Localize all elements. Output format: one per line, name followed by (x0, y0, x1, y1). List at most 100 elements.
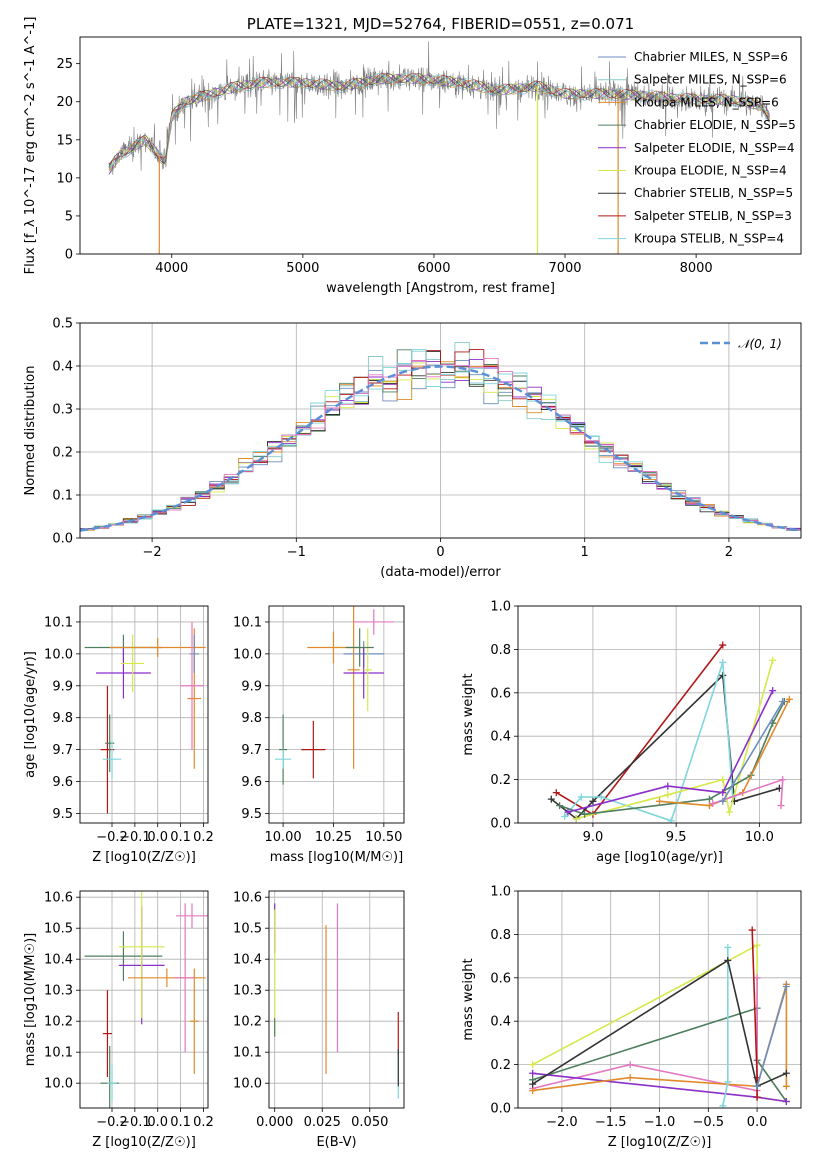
x-tick-label: −1.5 (595, 1115, 627, 1130)
error-bar-point (105, 714, 115, 772)
error-bar-point (189, 634, 199, 674)
series-line (559, 701, 786, 816)
series-marker (529, 1061, 537, 1069)
series-line (563, 662, 734, 822)
legend-label: Chabrier STELIB, N_SSP=5 (634, 186, 793, 200)
series-marker (785, 695, 793, 703)
y-tick-label: 9.7 (241, 743, 262, 758)
legend-label: Kroupa ELODIE, N_SSP=4 (634, 164, 787, 178)
axes-frame (79, 36, 802, 255)
x-tick-label: 4000 (155, 261, 188, 276)
mass_vs_Z-panel: −0.2−0.10.0 0.1 0.2 10.0 10.1 10.2 10.3 10.4 10.… (23, 890, 214, 1150)
x-tick-label: −0.2 (96, 830, 128, 845)
x-tick-label: 8000 (680, 261, 713, 276)
y-axis-label: mass [log10(M/M☉)] (23, 933, 38, 1066)
y-tick-label: 10.5 (44, 922, 73, 937)
mass_weight_vs_age-plot-area (547, 641, 793, 823)
error-bar-point (176, 903, 208, 929)
model-spectrum (108, 72, 770, 167)
series-line (756, 986, 788, 1087)
x-tick-label: −0.1 (119, 1115, 151, 1130)
error-bar-point (347, 606, 360, 769)
series-marker (564, 808, 572, 816)
series-marker (664, 782, 672, 790)
series-marker (725, 808, 733, 816)
x-tick-label: 0.050 (351, 1115, 388, 1130)
series-marker (529, 1069, 537, 1077)
series-marker (782, 982, 790, 990)
x-axis-label: mass [log10(M/M☉)] (270, 850, 403, 865)
legend-label: Kroupa STELIB, N_SSP=4 (634, 232, 784, 246)
y-tick-label: 10.3 (44, 984, 73, 999)
y-tick-label: 10.4 (233, 953, 262, 968)
x-tick-label: −0.1 (119, 830, 151, 845)
series-marker (556, 802, 564, 810)
x-tick-label: 1 (581, 545, 589, 560)
error-bar-point (118, 891, 165, 1019)
y-tick-label: 0.4 (490, 1015, 511, 1030)
y-tick-label: 10.2 (44, 1015, 73, 1030)
legend-label: Chabrier ELODIE, N_SSP=5 (634, 118, 796, 132)
y-tick-label: 10.1 (233, 615, 262, 630)
x-tick-label: −2 (143, 545, 162, 560)
y-tick-label: 10.4 (44, 953, 73, 968)
y-tick-label: 0.0 (490, 817, 511, 832)
y-tick-label: 10.0 (233, 647, 262, 662)
x-tick-label: 2 (725, 545, 733, 560)
spectrum-panel: 4000 5000 6000 7000 8000 0 5 10 15 20 25 wavelength… (23, 15, 802, 296)
series-marker (589, 797, 597, 805)
x-tick-label: 0.025 (304, 1115, 341, 1130)
y-tick-label: 10.1 (44, 615, 73, 630)
y-tick-label: 10.3 (233, 984, 262, 999)
y-tick-label: 0.6 (490, 686, 511, 701)
model-spectrum (108, 73, 770, 168)
y-tick-label: 0.2 (52, 446, 73, 461)
series-marker (572, 815, 580, 823)
y-tick-label: 0.0 (52, 532, 73, 547)
y-tick-label: 0.4 (52, 360, 73, 375)
series-marker (547, 795, 555, 803)
error-bar-point (96, 647, 151, 699)
x-tick-label: 0.2 (193, 830, 214, 845)
error-bar-point (279, 714, 288, 785)
y-tick-label: 9.8 (241, 711, 262, 726)
series-line (567, 690, 774, 813)
y-axis-label: Normed distribution (23, 366, 38, 496)
error-bar-point (102, 740, 122, 779)
x-tick-label: −1 (287, 545, 306, 560)
y-tick-label: 15 (56, 133, 73, 148)
x-tick-label: 9.5 (666, 830, 687, 845)
axes-frame (517, 890, 802, 1109)
x-tick-label: 0.1 (170, 830, 191, 845)
x-tick-label: 5000 (286, 261, 319, 276)
series-marker (626, 1061, 634, 1069)
y-tick-label: 10.1 (233, 1046, 262, 1061)
series-marker (626, 1074, 634, 1082)
series-marker (552, 789, 560, 797)
mass-weight-series (572, 656, 777, 823)
y-tick-label: 0.2 (490, 773, 511, 788)
mass_weight_vs_age-panel: 9.0 9.5 10.0 0.0 0.2 0.4 0.6 0.8 1.0 age [log10(a… (461, 600, 802, 865)
series-marker (779, 697, 787, 705)
y-tick-label: 10.2 (233, 1015, 262, 1030)
x-tick-label: −0.2 (96, 1115, 128, 1130)
x-tick-label: 0.0 (147, 830, 168, 845)
y-axis-label: mass weight (461, 673, 476, 755)
series-marker (777, 802, 785, 810)
series-marker (719, 776, 727, 784)
age_vs_Z-panel: −0.2−0.10.0 0.1 0.2 9.5 9.6 9.7 9.8 9.9 10.0 10.1… (23, 605, 214, 865)
age_vs_mass-plot-area (275, 606, 394, 785)
legend-label: Kroupa MILES, N_SSP=6 (634, 95, 779, 109)
mass-weight-series (748, 926, 761, 1101)
y-tick-label: 1.0 (490, 885, 511, 900)
y-tick-label: 9.9 (52, 679, 73, 694)
y-tick-label: 10.0 (233, 1077, 262, 1092)
y-tick-label: 10.0 (44, 1077, 73, 1092)
error-bar-point (343, 647, 384, 699)
x-tick-label: 10.00 (264, 830, 301, 845)
y-tick-label: 9.7 (52, 743, 73, 758)
series-marker (719, 641, 727, 649)
series-marker (709, 799, 717, 807)
y-tick-label: 0.8 (490, 928, 511, 943)
